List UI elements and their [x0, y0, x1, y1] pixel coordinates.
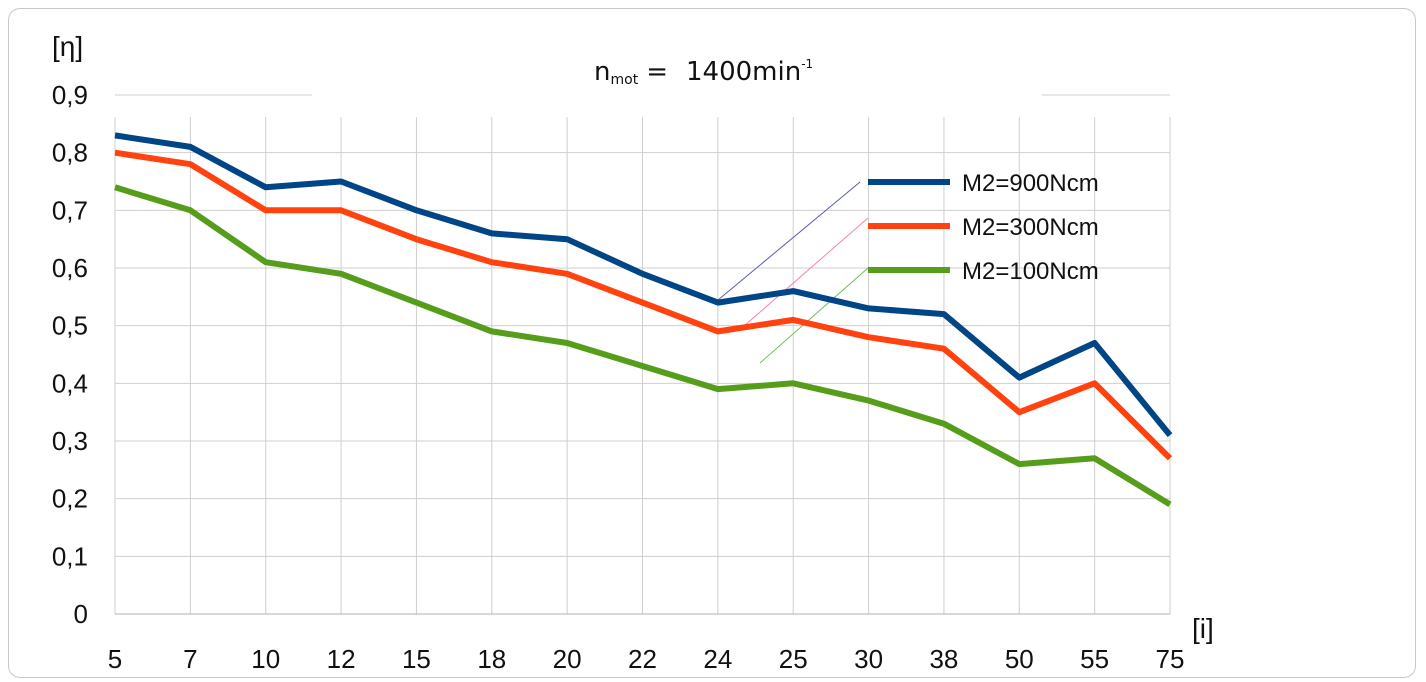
series-line: [114, 149, 1173, 461]
y-tick-label: 0,5: [52, 311, 88, 341]
title-n: n: [594, 57, 610, 87]
x-tick-label: 5: [108, 644, 122, 674]
legend-callout-line: [717, 181, 861, 301]
x-tick-label: 7: [183, 644, 197, 674]
x-tick-label: 75: [1156, 644, 1185, 674]
title-equals: =: [646, 57, 668, 87]
chart-frame: [8, 8, 1416, 678]
y-axis-ticks: 0 0,1 0,2 0,3 0,4 0,5 0,6 0,7 0,8 0,9: [52, 80, 88, 629]
chart-title: nmot = 1400min-1: [594, 57, 813, 88]
x-tick-label: 55: [1080, 644, 1109, 674]
series-line: [114, 132, 1173, 438]
x-tick-label: 20: [553, 644, 582, 674]
legend: M2=900Ncm M2=300Ncm M2=100Ncm: [868, 170, 1099, 285]
y-tick-label: 0,8: [52, 138, 88, 168]
x-tick-label: 15: [402, 644, 431, 674]
legend-callout-line: [759, 267, 869, 364]
x-axis-ticks: 5 7 10 12 15 18 20 22 24 25 30 38 50 55 75: [108, 644, 1185, 674]
y-tick-label: 0,1: [52, 541, 88, 571]
x-tick-label: 30: [854, 644, 883, 674]
x-tick-label: 10: [251, 644, 280, 674]
x-tick-label: 38: [929, 644, 958, 674]
title-subscript: mot: [610, 72, 638, 88]
x-tick-label: 50: [1005, 644, 1034, 674]
x-axis-label: [i]: [1192, 613, 1214, 644]
y-tick-label: 0,9: [52, 80, 88, 110]
x-tick-label: 25: [779, 644, 808, 674]
legend-label: M2=100Ncm: [962, 258, 1099, 285]
legend-label: M2=900Ncm: [962, 170, 1099, 197]
title-value: 1400min: [686, 57, 801, 87]
x-tick-label: 24: [703, 644, 732, 674]
series-lines: [114, 132, 1173, 507]
legend-callout-line: [743, 217, 869, 327]
legend-label: M2=300Ncm: [962, 214, 1099, 241]
x-tick-label: 18: [477, 644, 506, 674]
y-tick-label: 0: [74, 599, 88, 629]
y-tick-label: 0,6: [52, 253, 88, 283]
x-tick-label: 12: [327, 644, 356, 674]
x-tick-label: 22: [628, 644, 657, 674]
y-tick-label: 0,4: [52, 368, 88, 398]
y-tick-label: 0,7: [52, 195, 88, 225]
y-tick-label: 0,3: [52, 426, 88, 456]
y-tick-label: 0,2: [52, 484, 88, 514]
legend-callout-lines: [717, 181, 869, 364]
series-line: [114, 184, 1172, 507]
y-axis-label: [η]: [52, 31, 83, 62]
title-superscript: -1: [801, 57, 813, 71]
